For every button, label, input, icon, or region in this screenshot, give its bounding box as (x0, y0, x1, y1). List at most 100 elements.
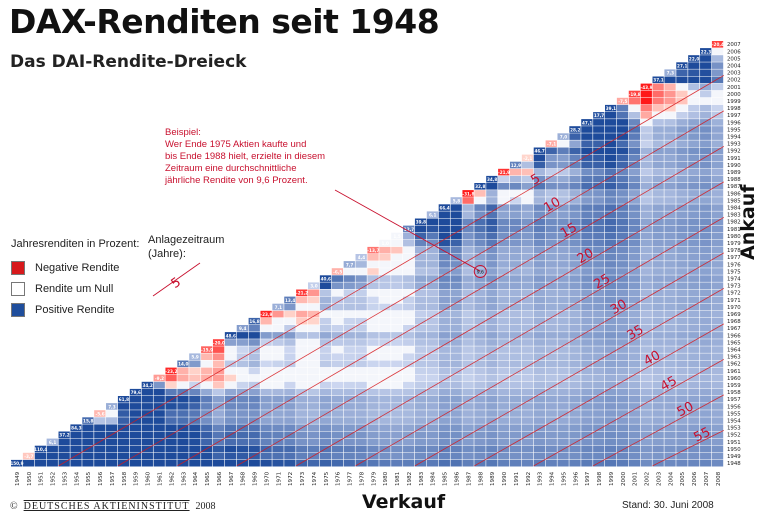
return-cell (581, 346, 593, 353)
return-cell (640, 346, 652, 353)
return-cell (545, 367, 557, 375)
return-cell (700, 254, 712, 261)
return-cell (640, 282, 652, 289)
return-cell (343, 424, 355, 431)
return-cell (664, 417, 676, 424)
return-cell (593, 190, 605, 197)
return-cell (593, 403, 605, 410)
return-cell (165, 438, 177, 446)
x-tick-label: 1984 (431, 471, 437, 486)
return-cell (521, 353, 534, 360)
return-cell (474, 374, 486, 382)
return-cell (296, 459, 308, 467)
return-cell (462, 310, 474, 318)
return-cell (117, 459, 130, 467)
return-cell (486, 211, 498, 218)
return-cell (403, 325, 415, 332)
return-cell (711, 76, 724, 84)
return-cell (379, 360, 391, 368)
return-cell (640, 211, 652, 218)
return-cell (711, 317, 724, 325)
return-cell (355, 360, 367, 368)
return-cell (426, 459, 439, 467)
y-tick-label: 1990 (727, 163, 741, 169)
return-cell (545, 424, 557, 431)
y-tick-label: 1964 (727, 348, 741, 354)
return-cell (593, 246, 605, 254)
return-cell (236, 452, 248, 460)
return-cell (700, 218, 712, 226)
return-cell (343, 367, 355, 375)
x-tick-label: 1959 (134, 471, 140, 486)
return-cell (403, 261, 415, 268)
return-cell (700, 246, 712, 254)
return-cell (189, 367, 201, 375)
return-cell (676, 69, 688, 76)
x-tick-label: 1976 (336, 471, 342, 486)
return-cell (581, 211, 593, 218)
return-cell (545, 246, 557, 254)
return-cell (557, 197, 569, 204)
return-cell (569, 452, 581, 460)
return-cell (652, 183, 664, 190)
return-cell (355, 346, 367, 353)
return-cell (462, 396, 474, 403)
return-cell (581, 459, 593, 467)
y-tick-label: 1950 (727, 447, 741, 453)
return-cell (498, 225, 510, 233)
return-cell (533, 161, 545, 169)
return-cell (521, 246, 534, 254)
return-cell (569, 161, 581, 169)
return-cell (450, 353, 462, 360)
return-cell (616, 424, 629, 431)
return-cell (569, 211, 581, 218)
return-cell (652, 261, 664, 268)
return-cell (379, 438, 391, 446)
return-cell (94, 459, 106, 467)
return-cell (628, 403, 641, 410)
return-cell (533, 325, 545, 332)
duration-line-label: 25 (591, 271, 613, 292)
return-cell (355, 431, 367, 439)
return-cell (272, 388, 284, 396)
x-tick-label: 1982 (407, 472, 413, 486)
return-cell (58, 445, 70, 453)
y-tick-label: 1973 (727, 284, 741, 290)
return-cell (498, 246, 510, 254)
return-cell (486, 353, 498, 360)
duration-line (58, 75, 725, 467)
return-cell (414, 310, 427, 318)
return-cell (676, 268, 688, 275)
return-cell (319, 367, 332, 375)
return-cell (616, 303, 629, 311)
return-cell (700, 282, 712, 289)
return-cell (616, 140, 629, 147)
return-cell (640, 296, 652, 304)
return-cell (355, 459, 367, 467)
return-cell (403, 367, 415, 375)
return-cell (557, 374, 569, 382)
return-cell (533, 232, 545, 240)
return-cell (201, 431, 213, 439)
return-cell (545, 211, 557, 218)
return-cell (343, 303, 355, 311)
return-cell (509, 353, 522, 360)
return-cell (260, 367, 272, 375)
return-cell (640, 268, 652, 275)
return-cell (426, 268, 439, 275)
return-cell (284, 367, 296, 375)
return-cell (640, 232, 652, 240)
return-cell (545, 445, 557, 453)
return-cell (700, 303, 712, 311)
return-cell (117, 417, 130, 424)
return-cell (521, 317, 534, 325)
return-cell (700, 317, 712, 325)
return-cell (676, 275, 688, 282)
return-cell (319, 282, 332, 289)
return-cell (664, 268, 676, 275)
return-cell (236, 367, 248, 375)
return-cell (545, 353, 557, 360)
return-cell (676, 147, 688, 155)
return-cell (700, 431, 712, 439)
return-cell (521, 424, 534, 431)
